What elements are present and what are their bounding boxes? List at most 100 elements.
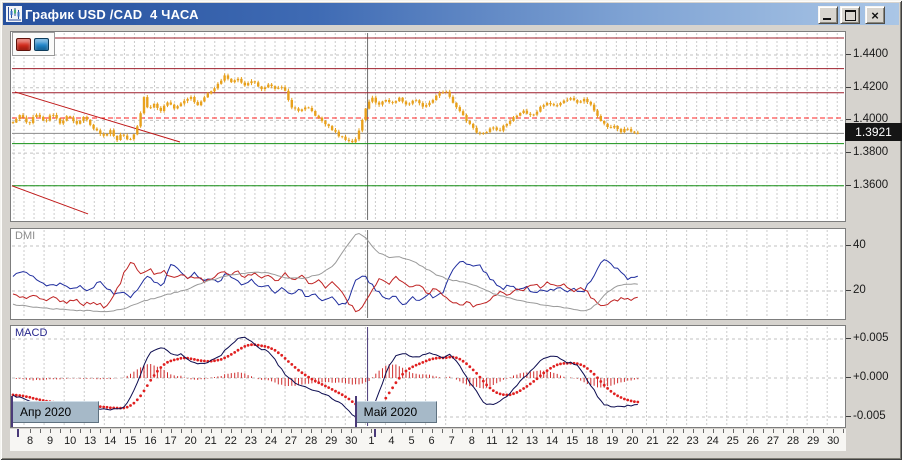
date-tick <box>542 429 543 433</box>
date-tick <box>250 429 252 433</box>
date-label: 20 <box>626 435 639 447</box>
date-tick <box>592 429 594 433</box>
date-tick <box>80 429 82 433</box>
dmi-indicator-label: DMI <box>15 230 36 242</box>
date-tick <box>622 429 624 433</box>
axis-tick <box>846 338 851 339</box>
date-tick <box>291 429 292 433</box>
price-chart-panel[interactable] <box>10 31 846 222</box>
maximize-button[interactable] <box>840 6 860 24</box>
date-label: 16 <box>144 435 157 447</box>
date-tick <box>230 429 232 433</box>
month-divider-line <box>354 396 357 427</box>
date-tick <box>210 429 212 433</box>
red-indicator-button[interactable] <box>16 37 31 51</box>
axis-tick <box>846 184 851 186</box>
blue-indicator-button[interactable] <box>34 37 49 51</box>
candlestick-chart-icon <box>6 6 22 22</box>
date-tick <box>371 429 373 433</box>
date-tick <box>481 429 483 433</box>
date-tick <box>692 429 694 433</box>
title-bar[interactable]: График USD /CAD 4 ЧАСА × <box>3 3 899 25</box>
close-button[interactable]: × <box>865 6 885 24</box>
date-tick <box>421 429 423 433</box>
date-tick <box>843 429 845 433</box>
date-tick <box>833 429 835 433</box>
date-label: 25 <box>726 435 739 447</box>
date-tick <box>803 429 805 433</box>
date-label: 18 <box>586 435 599 447</box>
date-tick <box>532 429 533 433</box>
axis-tick <box>846 245 851 246</box>
date-label: 29 <box>325 435 338 447</box>
date-label: 29 <box>806 435 820 447</box>
axis-label: 1.3800 <box>853 146 889 159</box>
date-tick <box>120 429 122 433</box>
date-label: 24 <box>706 435 719 447</box>
date-tick <box>672 429 674 433</box>
date-tick <box>522 429 523 433</box>
date-tick <box>110 429 112 433</box>
date-tick <box>572 429 574 433</box>
date-tick <box>632 429 634 433</box>
date-label: 1 <box>368 435 375 447</box>
date-tick <box>30 429 31 433</box>
date-label: 27 <box>284 435 298 447</box>
date-label: 28 <box>786 435 800 447</box>
date-label: 14 <box>545 435 559 447</box>
date-tick <box>381 429 383 433</box>
date-label: 21 <box>204 435 217 447</box>
axis-label: 1.4200 <box>853 80 889 93</box>
window-title: График USD /CAD 4 ЧАСА <box>25 6 199 22</box>
date-tick <box>471 429 473 433</box>
axis-tick <box>846 54 851 55</box>
object-toolbar <box>12 32 55 56</box>
date-tick <box>441 429 443 433</box>
date-label: 13 <box>525 435 539 447</box>
date-tick <box>301 429 303 433</box>
date-tick <box>552 429 554 433</box>
date-tick <box>823 429 825 433</box>
date-tick <box>702 429 704 433</box>
date-tick <box>401 429 403 433</box>
date-tick <box>501 429 503 433</box>
macd-panel[interactable]: MACD Апр 2020 Май 2020 <box>10 325 846 428</box>
axis-label: 1.3600 <box>853 178 889 191</box>
month-start-tick <box>16 429 19 437</box>
month-label: Май 2020 <box>354 401 437 423</box>
date-tick <box>722 429 724 433</box>
date-tick <box>411 429 413 433</box>
date-tick <box>271 429 272 433</box>
date-tick <box>321 429 323 433</box>
date-label: 6 <box>428 435 435 447</box>
date-tick <box>100 429 102 433</box>
date-label: 23 <box>244 435 258 447</box>
date-tick <box>281 429 282 433</box>
dmi-panel[interactable]: DMI <box>10 228 846 320</box>
date-label: 10 <box>64 435 77 447</box>
date-tick <box>60 429 62 433</box>
axis-label: 1.4000 <box>853 113 889 126</box>
date-tick <box>773 429 774 433</box>
chart-client-area: DMI MACD Апр 2020 Май 2020 8 9 10 13 14 15 16 17… <box>3 25 902 457</box>
date-tick <box>170 429 172 433</box>
minimize-button[interactable] <box>818 6 838 24</box>
date-tick <box>562 429 564 433</box>
maximize-icon <box>844 9 856 21</box>
date-axis: 8 9 10 13 14 15 16 17 20 21 22 23 24 27 28 29 30 1 4 5 6 7 8 11… <box>10 429 846 451</box>
date-tick <box>180 429 182 433</box>
date-tick <box>40 429 41 433</box>
date-tick <box>602 429 604 433</box>
date-label: 9 <box>47 435 54 447</box>
date-label: 15 <box>124 435 137 447</box>
date-tick <box>150 429 152 433</box>
date-tick <box>652 429 654 433</box>
date-tick <box>391 429 393 433</box>
date-tick <box>190 429 192 433</box>
axis-label: +0.000 <box>853 371 889 383</box>
date-tick <box>712 429 714 433</box>
axis-tick <box>846 416 851 417</box>
date-tick <box>200 429 202 433</box>
month-divider-line <box>11 396 13 427</box>
date-tick <box>783 429 784 433</box>
